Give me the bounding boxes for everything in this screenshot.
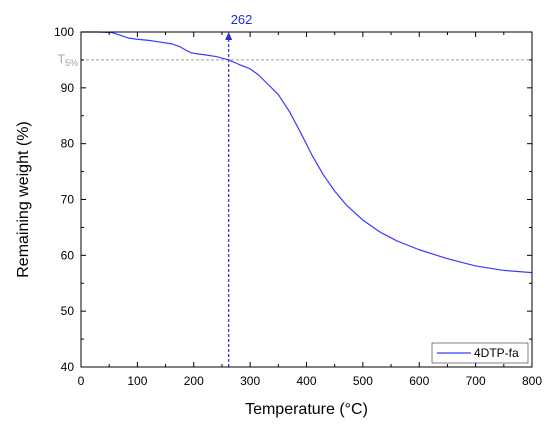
x-tick-label-100: 100 bbox=[127, 374, 147, 388]
t5-label: T5% bbox=[58, 52, 78, 68]
x-tick-label-700: 700 bbox=[466, 374, 486, 388]
y-tick-label-100: 100 bbox=[54, 25, 74, 39]
y-tick-label-40: 40 bbox=[61, 360, 75, 374]
marker-arrowhead bbox=[225, 32, 233, 40]
y-tick-label-80: 80 bbox=[61, 137, 75, 151]
y-tick-label-50: 50 bbox=[61, 304, 75, 318]
legend: 4DTP-fa bbox=[431, 342, 529, 364]
plot-area bbox=[81, 31, 533, 367]
t5-main: T bbox=[58, 52, 66, 66]
y-tick-label-60: 60 bbox=[61, 248, 75, 262]
plot-frame bbox=[80, 31, 533, 368]
t5-subscript: 5% bbox=[65, 58, 78, 68]
legend-label-4dtp-fa: 4DTP-fa bbox=[474, 346, 519, 360]
legend-box bbox=[431, 342, 529, 364]
y-axis-title: Remaining weight (%) bbox=[15, 121, 32, 278]
tick-labels: 0 100 200 300 400 500 600 700 800 40 50 60 70 80 90 100 bbox=[54, 25, 542, 388]
x-tick-label-600: 600 bbox=[409, 374, 429, 388]
x-tick-label-0: 0 bbox=[78, 374, 85, 388]
x-tick-label-300: 300 bbox=[240, 374, 260, 388]
y-tick-label-70: 70 bbox=[61, 193, 75, 207]
marker-value-label: 262 bbox=[231, 12, 253, 27]
annotations: T5% 262 bbox=[58, 12, 253, 68]
x-tick-label-200: 200 bbox=[184, 374, 204, 388]
x-tick-label-400: 400 bbox=[296, 374, 316, 388]
x-axis-title: Temperature (°C) bbox=[245, 401, 368, 418]
x-tick-label-500: 500 bbox=[353, 374, 373, 388]
y-tick-label-90: 90 bbox=[61, 81, 75, 95]
x-tick-label-800: 800 bbox=[522, 374, 542, 388]
axis-ticks bbox=[80, 31, 533, 368]
series-line-4dtp-fa bbox=[81, 31, 533, 274]
